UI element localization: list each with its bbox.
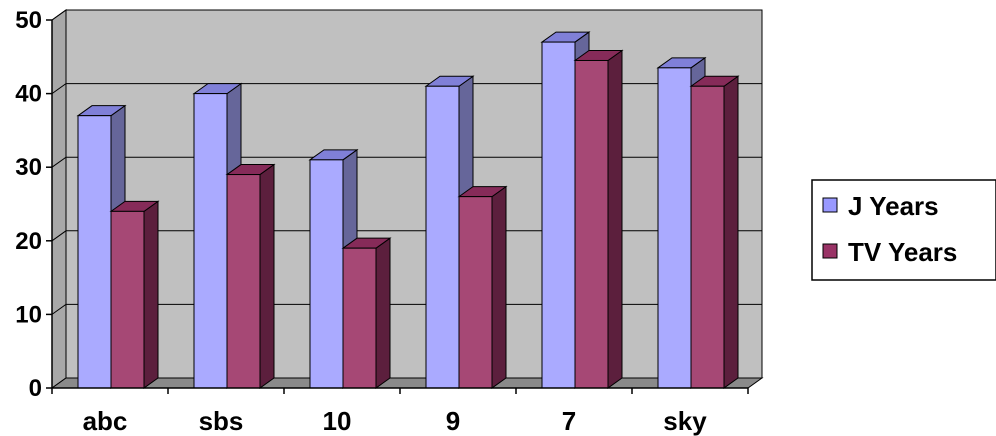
side-wall (51, 9, 67, 389)
y-tick-label: 20 (15, 228, 42, 255)
floor (50, 377, 764, 389)
legend-label-tv-years: TV Years (848, 237, 957, 267)
bars (76, 31, 740, 389)
legend: J Years TV Years (811, 179, 996, 281)
bar-9-tv-years (457, 185, 508, 389)
bar-front (657, 67, 692, 389)
bar-front (690, 85, 725, 389)
bar-front (110, 210, 145, 389)
bar-7-tv-years (573, 49, 624, 389)
bar-front (425, 85, 460, 389)
y-tick-label: 30 (15, 154, 42, 181)
y-tick-label: 40 (15, 81, 42, 108)
bar-sky-tv-years (689, 75, 740, 389)
bar-front (309, 159, 344, 389)
bar-sbs-tv-years (225, 163, 276, 389)
bar-side (143, 200, 159, 389)
x-tick-label: abc (83, 406, 128, 436)
gridline (51, 156, 762, 168)
y-tick-label: 0 (29, 375, 42, 402)
gridline (51, 230, 762, 242)
bar-abc-tv-years (109, 200, 160, 389)
x-tick-label: sky (663, 406, 707, 436)
bar-front (77, 115, 112, 389)
bar-front (342, 247, 377, 389)
bar-side (491, 185, 507, 389)
bar-side (607, 49, 623, 389)
y-tick-label: 10 (15, 301, 42, 328)
x-tick-label: 7 (562, 406, 576, 436)
x-axis: abc sbs 10 9 7 sky (51, 387, 749, 436)
bar-front (193, 93, 228, 389)
gridlines (51, 9, 762, 315)
bar-side (723, 75, 739, 389)
gridline (51, 83, 762, 95)
bar-side (375, 237, 391, 389)
x-tick-label: sbs (199, 406, 244, 436)
bar-front (574, 59, 609, 389)
legend-label-j-years: J Years (848, 191, 939, 221)
legend-swatch-tv-years (822, 243, 838, 259)
y-tick-label: 50 (15, 7, 42, 34)
bar-front (458, 196, 493, 389)
gridline (51, 303, 762, 315)
bar-10-tv-years (341, 237, 392, 389)
bar-side (259, 163, 275, 389)
y-axis: 0 10 20 30 40 50 (15, 7, 53, 402)
bar-front (226, 174, 261, 389)
x-tick-label: 10 (323, 406, 352, 436)
bar-front (541, 41, 576, 389)
legend-swatch-j-years (822, 197, 838, 213)
gridline (51, 9, 762, 21)
legend-box (811, 179, 996, 281)
x-tick-label: 9 (446, 406, 460, 436)
